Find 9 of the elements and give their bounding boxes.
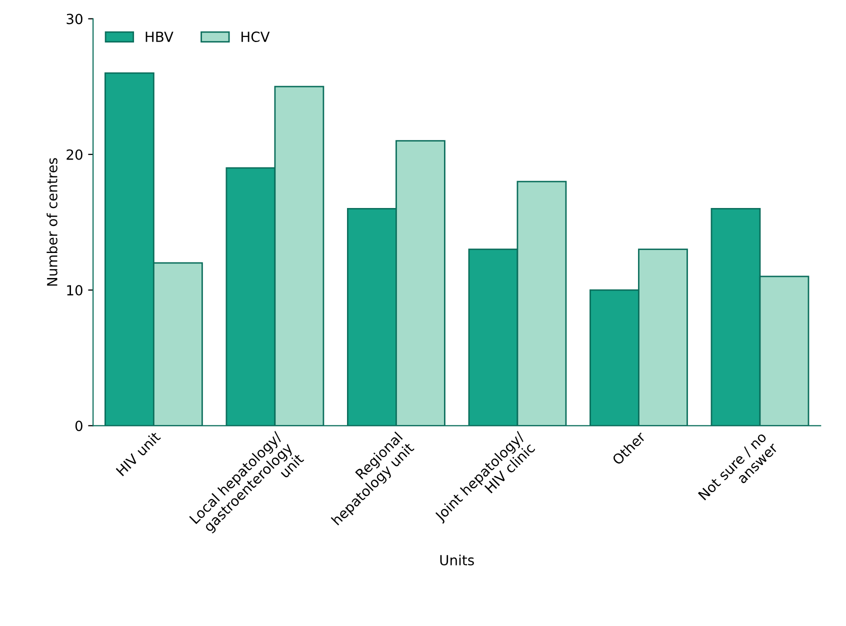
- y-tick-label: 30: [66, 14, 82, 24]
- legend-label: HBV: [146, 32, 174, 42]
- y-axis-title: Number of centres: [46, 158, 58, 286]
- x-axis-title: Units: [440, 554, 474, 566]
- y-tick-label: 0: [75, 420, 82, 432]
- legend-label: HCV: [242, 32, 270, 42]
- x-tick-label: HIV unit: [116, 430, 162, 476]
- y-tick-label: 10: [67, 285, 82, 296]
- y-tick-label: 20: [66, 149, 82, 160]
